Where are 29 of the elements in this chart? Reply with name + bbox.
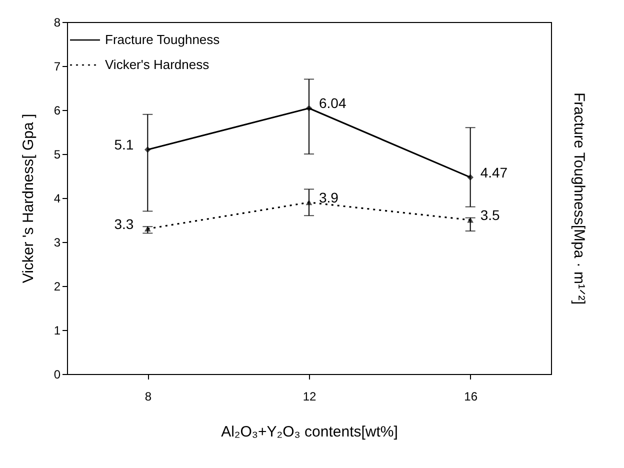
x-tick-label: 16 (464, 390, 478, 404)
point (306, 200, 312, 206)
y-tick-label: 4 (54, 192, 61, 206)
x-axis-title: Al₂O₃+Y₂O₃ contents[wt%] (221, 424, 398, 440)
x-tick-label: 8 (144, 390, 152, 404)
y-tick-label: 1 (54, 324, 61, 338)
x-tick-label: 12 (302, 390, 316, 404)
y-tick-label: 0 (54, 368, 61, 382)
point (144, 226, 151, 232)
data-label: 6.04 (319, 95, 346, 112)
point (144, 146, 151, 153)
point (467, 217, 474, 223)
y-axis-title: Vicker 's Hardness[ Gpa ] (20, 114, 37, 284)
y-tick-label: 5 (54, 148, 61, 162)
data-label: 3.9 (319, 189, 339, 206)
point (467, 174, 474, 180)
legend-label: Fracture Toughness (105, 32, 220, 47)
y-tick-label: 7 (54, 60, 61, 74)
y-tick-label: 3 (54, 236, 61, 250)
y2-axis-title: Fracture Toughness[Mpa · m¹ᐟ²] (570, 92, 588, 304)
data-label: 4.47 (480, 164, 508, 180)
legend-label: Vicker's Hardness (105, 57, 210, 72)
data-label: 5.1 (114, 136, 134, 153)
y-tick-label: 8 (54, 16, 61, 30)
data-label: 3.3 (114, 216, 134, 232)
point (306, 105, 312, 112)
y-tick-label: 6 (54, 104, 61, 118)
y-tick-label: 2 (54, 280, 61, 294)
data-label: 3.5 (480, 207, 500, 223)
